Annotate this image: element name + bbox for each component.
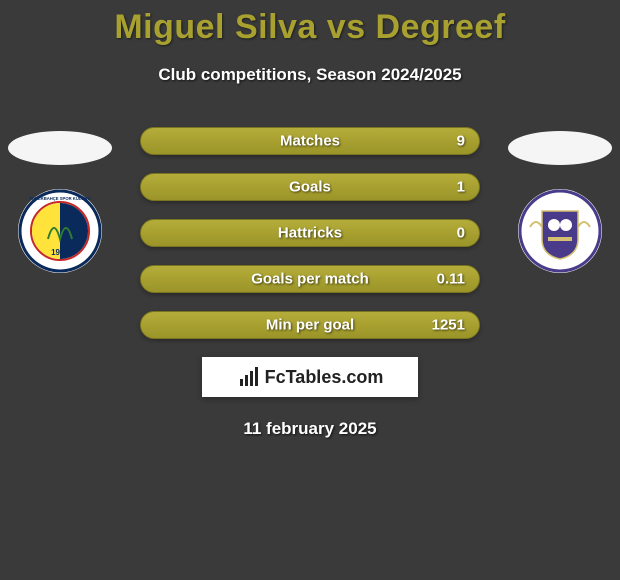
stat-label: Goals bbox=[289, 179, 331, 196]
comparison-content: 1907 FENERBAHÇE SPOR KULÜBÜ Matches 9 Go… bbox=[0, 127, 620, 439]
club-crest-right bbox=[518, 189, 602, 273]
player-avatar-right bbox=[508, 131, 612, 165]
brand-text: FcTables.com bbox=[265, 367, 384, 388]
stat-label: Goals per match bbox=[251, 271, 369, 288]
page-title: Miguel Silva vs Degreef bbox=[0, 0, 620, 47]
stat-value-right: 0 bbox=[457, 225, 465, 242]
stat-row: Hattricks 0 bbox=[140, 219, 480, 247]
stat-row: Matches 9 bbox=[140, 127, 480, 155]
chart-icon bbox=[237, 365, 261, 389]
stats-list: Matches 9 Goals 1 Hattricks 0 Goals per … bbox=[140, 127, 480, 339]
stat-value-right: 1251 bbox=[432, 317, 465, 334]
stat-row: Min per goal 1251 bbox=[140, 311, 480, 339]
stat-row: Goals per match 0.11 bbox=[140, 265, 480, 293]
stat-label: Hattricks bbox=[278, 225, 342, 242]
stat-value-right: 0.11 bbox=[437, 271, 465, 288]
subtitle: Club competitions, Season 2024/2025 bbox=[0, 65, 620, 85]
stat-row: Goals 1 bbox=[140, 173, 480, 201]
stat-value-right: 9 bbox=[457, 133, 465, 150]
fenerbahce-crest-icon: 1907 FENERBAHÇE SPOR KULÜBÜ bbox=[18, 189, 102, 273]
anderlecht-crest-icon bbox=[518, 189, 602, 273]
svg-text:FENERBAHÇE SPOR KULÜBÜ: FENERBAHÇE SPOR KULÜBÜ bbox=[30, 196, 91, 201]
svg-text:1907: 1907 bbox=[51, 248, 69, 257]
stat-label: Matches bbox=[280, 133, 340, 150]
club-crest-left: 1907 FENERBAHÇE SPOR KULÜBÜ bbox=[18, 189, 102, 273]
branding-badge: FcTables.com bbox=[202, 357, 418, 397]
player-avatar-left bbox=[8, 131, 112, 165]
stat-label: Min per goal bbox=[266, 317, 354, 334]
date-text: 11 february 2025 bbox=[0, 419, 620, 439]
stat-value-right: 1 bbox=[457, 179, 465, 196]
